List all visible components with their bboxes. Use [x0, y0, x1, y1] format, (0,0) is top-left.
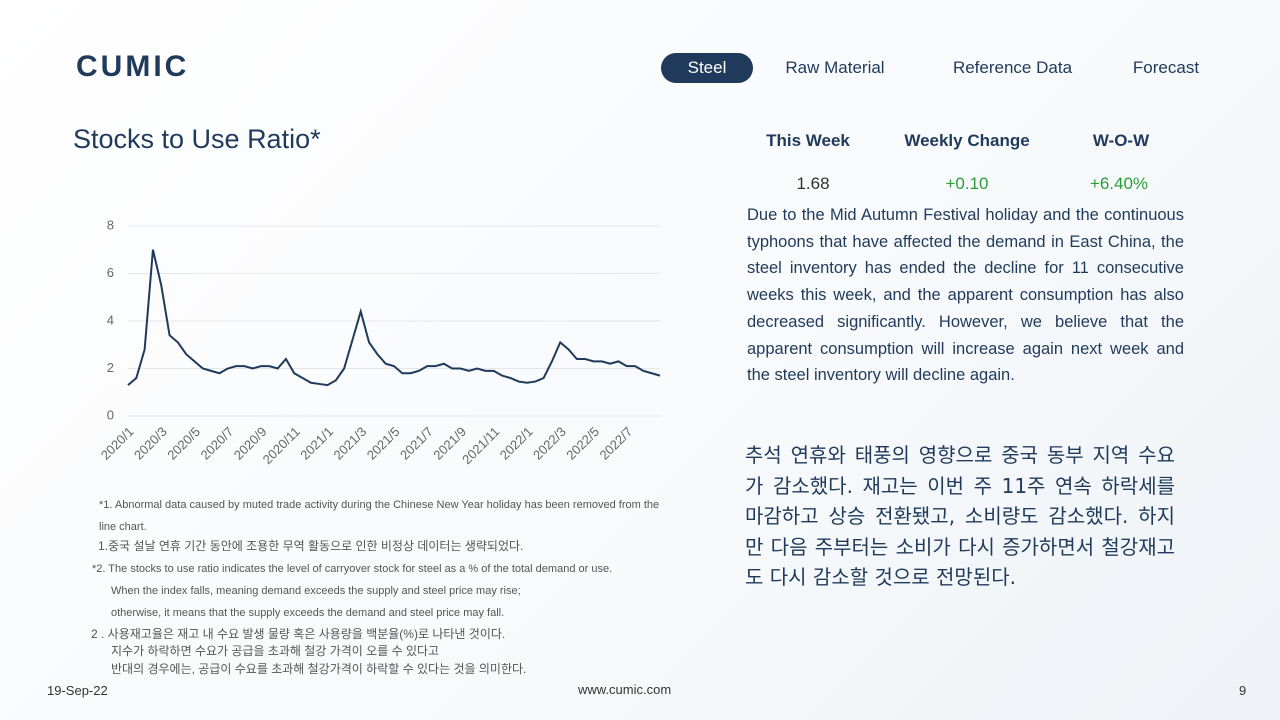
y-tick-label: 8 [107, 217, 114, 232]
line [127, 249, 661, 387]
footer-page: 9 [1239, 683, 1247, 698]
chart-title: Stocks to Use Ratio* [73, 124, 321, 154]
nav-tab[interactable]: Forecast [1132, 58, 1200, 77]
x-tick-label: 2022/3 [530, 424, 569, 463]
nav-tab[interactable]: Steel [661, 53, 753, 83]
chart: 024682020/12020/32020/52020/72020/92020/… [98, 217, 661, 467]
stat-value: +6.40% [1089, 174, 1149, 193]
x-tick-label: 2020/3 [131, 424, 170, 463]
note: *2. The stocks to use ratio indicates th… [92, 563, 613, 575]
x-tick-label: 2021/1 [297, 424, 336, 463]
y-tick-label: 6 [107, 265, 114, 280]
x-tick-label: 2020/7 [198, 424, 237, 463]
x-tick-label: 2022/5 [563, 424, 602, 463]
x-tick-label: 2020/11 [260, 424, 303, 467]
stat-header: W-O-W [1092, 131, 1150, 150]
x-tick-label: 2022/1 [497, 424, 536, 463]
note: When the index falls, meaning demand exc… [111, 585, 521, 597]
stat-header: This Week [766, 131, 850, 150]
note: otherwise, it means that the supply exce… [111, 607, 505, 619]
stat-header: Weekly Change [904, 131, 1030, 150]
nav-tab[interactable]: Reference Data [952, 58, 1073, 77]
summary-ko: 추석 연휴와 태풍의 영향으로 중국 동부 지역 수요가 감소했다. 재고는 이… [745, 443, 1175, 589]
note: *1. Abnormal data caused by muted trade … [99, 499, 660, 533]
stat-value: 1.68 [796, 174, 830, 193]
x-tick-label: 2021/3 [331, 424, 370, 463]
note: 반대의 경우에는, 공급이 수요를 초과해 철강가격이 하락할 수 있다는 것을… [111, 662, 527, 676]
y-tick-label: 4 [107, 312, 114, 327]
note: 지수가 하락하면 수요가 공급을 초과해 철강 가격이 오를 수 있다고 [111, 644, 440, 658]
y-tick-label: 0 [107, 407, 114, 422]
summary-en: Due to the Mid Autumn Festival holiday a… [747, 206, 1184, 385]
note: 2 . 사용재고율은 재고 내 수요 발생 물량 혹은 사용량을 백분율(%)로… [91, 627, 506, 641]
x-tick-label: 2021/11 [459, 424, 502, 467]
stat-value: +0.10 [945, 174, 989, 193]
x-tick-label: 2021/5 [364, 424, 403, 463]
logo: CUMIC [76, 50, 190, 83]
footer-site: www.cumic.com [578, 682, 672, 697]
x-tick-label: 2020/5 [164, 424, 203, 463]
note: 1.중국 설날 연휴 기간 동안에 조용한 무역 활동으로 인한 비정상 데이터… [98, 539, 524, 553]
x-tick-label: 2021/7 [397, 424, 436, 463]
y-tick-label: 2 [107, 360, 114, 375]
nav-tab[interactable]: Raw Material [785, 58, 885, 77]
footer-date: 19-Sep-22 [47, 683, 108, 698]
x-tick-label: 2022/7 [597, 424, 636, 463]
x-tick-label: 2020/1 [98, 424, 137, 463]
